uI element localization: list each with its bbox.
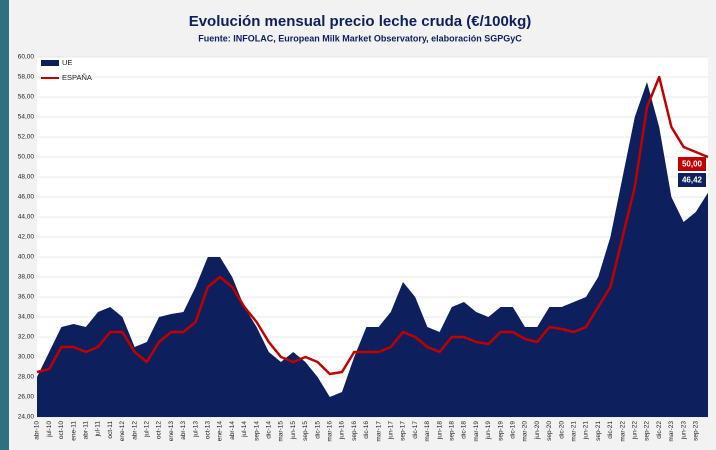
x-tick-label: abr-14 — [229, 421, 236, 440]
value-label-box — [678, 173, 706, 187]
y-tick-label: 44,00 — [18, 214, 35, 221]
y-tick-label: 40,00 — [18, 254, 35, 261]
x-tick-label: jun-16 — [339, 421, 346, 440]
y-tick-label: 34,00 — [18, 314, 35, 321]
y-tick-label: 56,00 — [18, 94, 35, 101]
value-label: 46,42 — [682, 176, 703, 185]
x-tick-label: abr-12 — [131, 421, 138, 440]
area — [37, 82, 708, 417]
x-tick-label: mar-22 — [619, 421, 626, 442]
y-tick-label: 30,00 — [18, 354, 35, 361]
y-tick-label: 38,00 — [18, 274, 35, 281]
y-tick-label: 58,00 — [18, 74, 35, 81]
x-tick-label: mar-21 — [571, 421, 578, 442]
y-tick-label: 24,00 — [18, 414, 35, 421]
x-tick-label: jul-12 — [144, 421, 151, 438]
x-tick-label: sep-14 — [253, 421, 260, 441]
x-tick-label: mar-16 — [327, 421, 334, 442]
x-tick-label: abr-11 — [83, 421, 90, 440]
x-tick-label: jun-15 — [290, 421, 297, 440]
x-tick-label: sep-23 — [693, 421, 700, 441]
x-tick-label: dic-19 — [510, 421, 517, 439]
x-tick-label: jul-14 — [241, 421, 248, 438]
y-tick-label: 46,00 — [18, 194, 35, 201]
x-tick-label: jun-18 — [436, 421, 443, 440]
x-tick-label: ene-11 — [70, 421, 77, 441]
x-tick-label: sep-16 — [351, 421, 358, 441]
x-tick-label: dic-17 — [412, 421, 419, 439]
legend-label: UE — [62, 58, 72, 67]
x-tick-label: dic-16 — [363, 421, 370, 439]
x-tick-label: mar-20 — [522, 421, 529, 442]
x-tick-label: jun-19 — [485, 421, 492, 440]
x-tick-label: sep-20 — [546, 421, 553, 441]
x-tick-label: jun-17 — [388, 421, 395, 440]
x-tick-label: jul-10 — [46, 421, 53, 438]
side-strip — [0, 0, 9, 450]
y-tick-label: 48,00 — [18, 174, 35, 181]
line — [36, 75, 709, 376]
x-tick-label: oct-12 — [156, 421, 163, 439]
x-tick-label: mar-19 — [473, 421, 480, 442]
x-tick-label: mar-15 — [278, 421, 285, 442]
y-tick-label: 28,00 — [18, 374, 35, 381]
y-tick-label: 52,00 — [18, 134, 35, 141]
x-tick-label: dic-15 — [314, 421, 321, 439]
x-tick-label: jul-13 — [192, 421, 199, 438]
x-tick-label: jun-23 — [680, 421, 687, 440]
x-tick-label: dic-22 — [656, 421, 663, 439]
x-tick-label: dic-21 — [607, 421, 614, 439]
legend-label: ESPAÑA — [62, 73, 92, 82]
y-tick-label: 36,00 — [18, 294, 35, 301]
x-tick-label: jun-20 — [534, 421, 541, 440]
x-tick-label: sep-18 — [449, 421, 456, 441]
x-tick-label: sep-17 — [400, 421, 407, 441]
chart-subtitle: Fuente: INFOLAC, European Milk Market Ob… — [198, 33, 522, 43]
chart-title: Evolución mensual precio leche cruda (€/… — [189, 13, 532, 30]
value-label: 50,00 — [682, 160, 703, 169]
x-tick-label: jun-21 — [583, 421, 590, 440]
legend-swatch — [41, 60, 59, 66]
x-tick-label: ene-14 — [217, 421, 224, 442]
y-tick-label: 54,00 — [18, 114, 35, 121]
x-tick-label: abr-13 — [180, 421, 187, 440]
x-tick-label: dic-18 — [461, 421, 468, 439]
x-tick-label: sep-21 — [595, 421, 602, 441]
x-tick-label: jun-22 — [632, 421, 639, 440]
x-tick-label: mar-18 — [424, 421, 431, 442]
x-tick-label: abr-10 — [34, 421, 41, 440]
x-tick-label: oct-13 — [205, 421, 212, 439]
y-tick-label: 60,00 — [18, 54, 35, 61]
x-tick-label: mar-23 — [668, 421, 675, 442]
x-tick-label: oct-11 — [107, 421, 114, 439]
value-label-box — [678, 157, 706, 171]
y-tick-label: 32,00 — [18, 334, 35, 341]
x-tick-label: sep-15 — [302, 421, 309, 441]
x-tick-label: oct-10 — [58, 421, 65, 439]
x-tick-label: ene-13 — [168, 421, 175, 442]
x-tick-label: ene-12 — [119, 421, 126, 442]
x-tick-label: dic-20 — [558, 421, 565, 439]
x-tick-label: sep-22 — [644, 421, 651, 441]
x-tick-label: mar-17 — [375, 421, 382, 442]
y-tick-label: 50,00 — [18, 154, 35, 161]
y-tick-label: 42,00 — [18, 234, 35, 241]
x-tick-label: dic-14 — [266, 421, 273, 439]
x-tick-label: sep-19 — [497, 421, 504, 441]
x-tick-label: jul-11 — [95, 421, 102, 438]
y-tick-label: 26,00 — [18, 394, 35, 401]
